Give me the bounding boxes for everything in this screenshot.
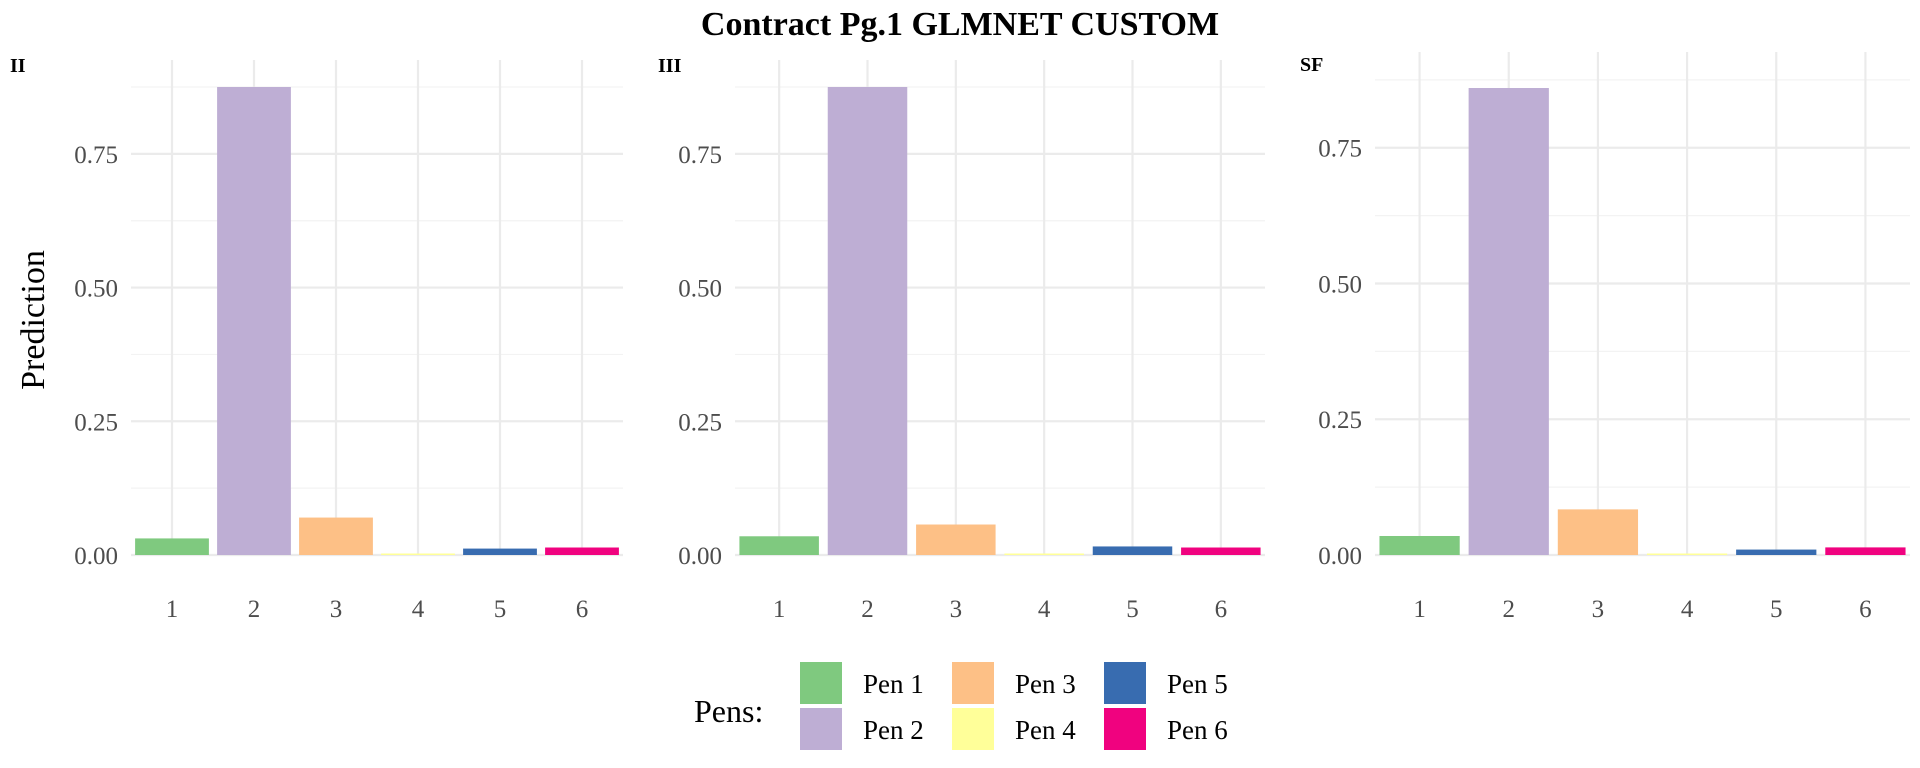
legend-label: Pen 6 [1167,715,1228,745]
y-tick-label: 0.25 [74,409,118,436]
x-tick-label: 3 [1592,596,1605,623]
legend-label: Pen 1 [863,669,924,699]
y-tick-label: 0.50 [678,276,722,303]
legend-label: Pen 2 [863,715,924,745]
y-tick-label: 0.00 [74,543,118,570]
bar [1736,549,1817,555]
bar [1004,553,1084,555]
facet-panel: 0.00 0.25 0.50 0.75 1 2 3 4 5 6 SF [1300,52,1910,623]
y-tick-label: 0.00 [1318,543,1362,570]
legend-item: Pen 2 [800,708,924,750]
y-tick-label: 0.50 [74,276,118,303]
y-tick-label: 0.75 [678,142,722,169]
facet-panel: 0.00 0.25 0.50 0.75 1 2 3 4 5 6 II [10,55,623,623]
bar [1092,546,1173,555]
x-tick-label: 3 [950,596,963,623]
bar [1379,535,1460,555]
x-tick-label: 5 [494,596,507,623]
bar [827,87,908,555]
x-tick-label: 5 [1126,596,1139,623]
y-axis-label: Prediction [15,250,52,390]
y-tick-label: 0.75 [1318,136,1362,163]
legend-item: Pen 3 [952,662,1076,704]
bar [299,517,373,555]
panel-title: SF [1300,54,1323,76]
x-tick-label: 2 [861,596,874,623]
y-tick-label: 0.25 [678,409,722,436]
x-tick-label: 1 [166,596,179,623]
bar [1468,88,1549,555]
legend-title: Pens: [694,693,763,729]
bar [217,87,291,555]
y-tick-label: 0.25 [1318,407,1362,434]
legend-key [800,662,842,704]
legend-key [952,662,994,704]
x-tick-label: 2 [1503,596,1516,623]
legend-label: Pen 3 [1015,669,1076,699]
legend: Pens: Pen 1 Pen 2 Pen 3 Pen 4 Pen 5 Pen 6 [694,662,1228,750]
y-tick-label: 0.50 [1318,271,1362,298]
x-tick-label: 6 [1215,596,1228,623]
bar [545,547,619,555]
legend-key [1104,662,1146,704]
legend-key [1104,708,1146,750]
x-tick-label: 6 [1859,596,1872,623]
y-tick-label: 0.00 [678,543,722,570]
bar [1181,547,1261,555]
legend-label: Pen 4 [1015,715,1076,745]
bar [135,538,209,555]
y-tick-label: 0.75 [74,142,118,169]
bar [1646,553,1728,555]
legend-item: Pen 5 [1104,662,1228,704]
x-tick-label: 2 [248,596,261,623]
x-tick-label: 1 [773,596,786,623]
x-tick-label: 4 [1038,596,1051,623]
bar [1557,509,1639,555]
bar [381,553,455,555]
legend-item: Pen 6 [1104,708,1228,750]
bar [1825,547,1906,555]
legend-key [952,708,994,750]
facet-panel: 0.00 0.25 0.50 0.75 1 2 3 4 5 6 III [658,55,1265,623]
x-tick-label: 6 [576,596,589,623]
legend-key [800,708,842,750]
legend-items: Pen 1 Pen 2 Pen 3 Pen 4 Pen 5 Pen 6 [800,662,1228,750]
bar [739,536,819,555]
facet-panels: 0.00 0.25 0.50 0.75 1 2 3 4 5 6 II 0.00 0.25 0.50 0.75… [10,52,1910,623]
bar [916,524,996,555]
x-tick-label: 5 [1770,596,1783,623]
x-tick-label: 1 [1413,596,1426,623]
panel-title: II [10,55,26,77]
x-tick-label: 3 [330,596,343,623]
legend-item: Pen 4 [952,708,1076,750]
bar [463,548,537,555]
legend-label: Pen 5 [1167,669,1228,699]
panel-title: III [658,55,682,77]
x-tick-label: 4 [412,596,425,623]
chart-title: Contract Pg.1 GLMNET CUSTOM [701,6,1219,43]
x-tick-label: 4 [1681,596,1694,623]
legend-item: Pen 1 [800,662,924,704]
